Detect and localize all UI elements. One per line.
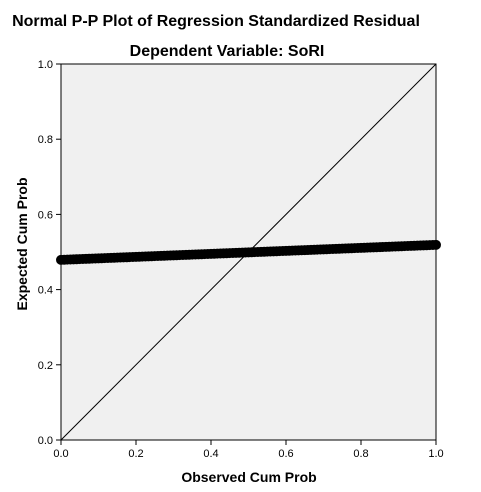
x-tick-label: 1.0	[428, 448, 443, 460]
y-tick-label: 1.0	[38, 59, 53, 71]
x-tick-label: 0.4	[203, 448, 218, 460]
x-tick-label: 0.0	[53, 448, 68, 460]
x-tick-label: 0.8	[353, 448, 368, 460]
x-axis-label: Observed Cum Prob	[181, 469, 316, 485]
data-points	[56, 239, 441, 265]
y-tick-label: 0.8	[38, 134, 53, 146]
y-axis-label: Expected Cum Prob	[14, 177, 30, 310]
y-tick-label: 0.6	[38, 209, 53, 221]
y-axis-ticks: 0.0 0.2 0.4 0.6 0.8 1.0	[38, 59, 61, 447]
y-tick-label: 0.4	[38, 285, 53, 297]
chart-title: Normal P-P Plot of Regression Standardiz…	[12, 13, 420, 30]
x-axis-ticks: 0.0 0.2 0.4 0.6 0.8 1.0	[53, 440, 444, 460]
chart-subtitle: Dependent Variable: SoRI	[130, 43, 325, 60]
y-tick-label: 0.2	[38, 360, 53, 372]
data-point	[427, 239, 438, 250]
x-tick-label: 0.6	[278, 448, 293, 460]
x-tick-label: 0.2	[128, 448, 143, 460]
y-tick-label: 0.0	[38, 435, 53, 447]
